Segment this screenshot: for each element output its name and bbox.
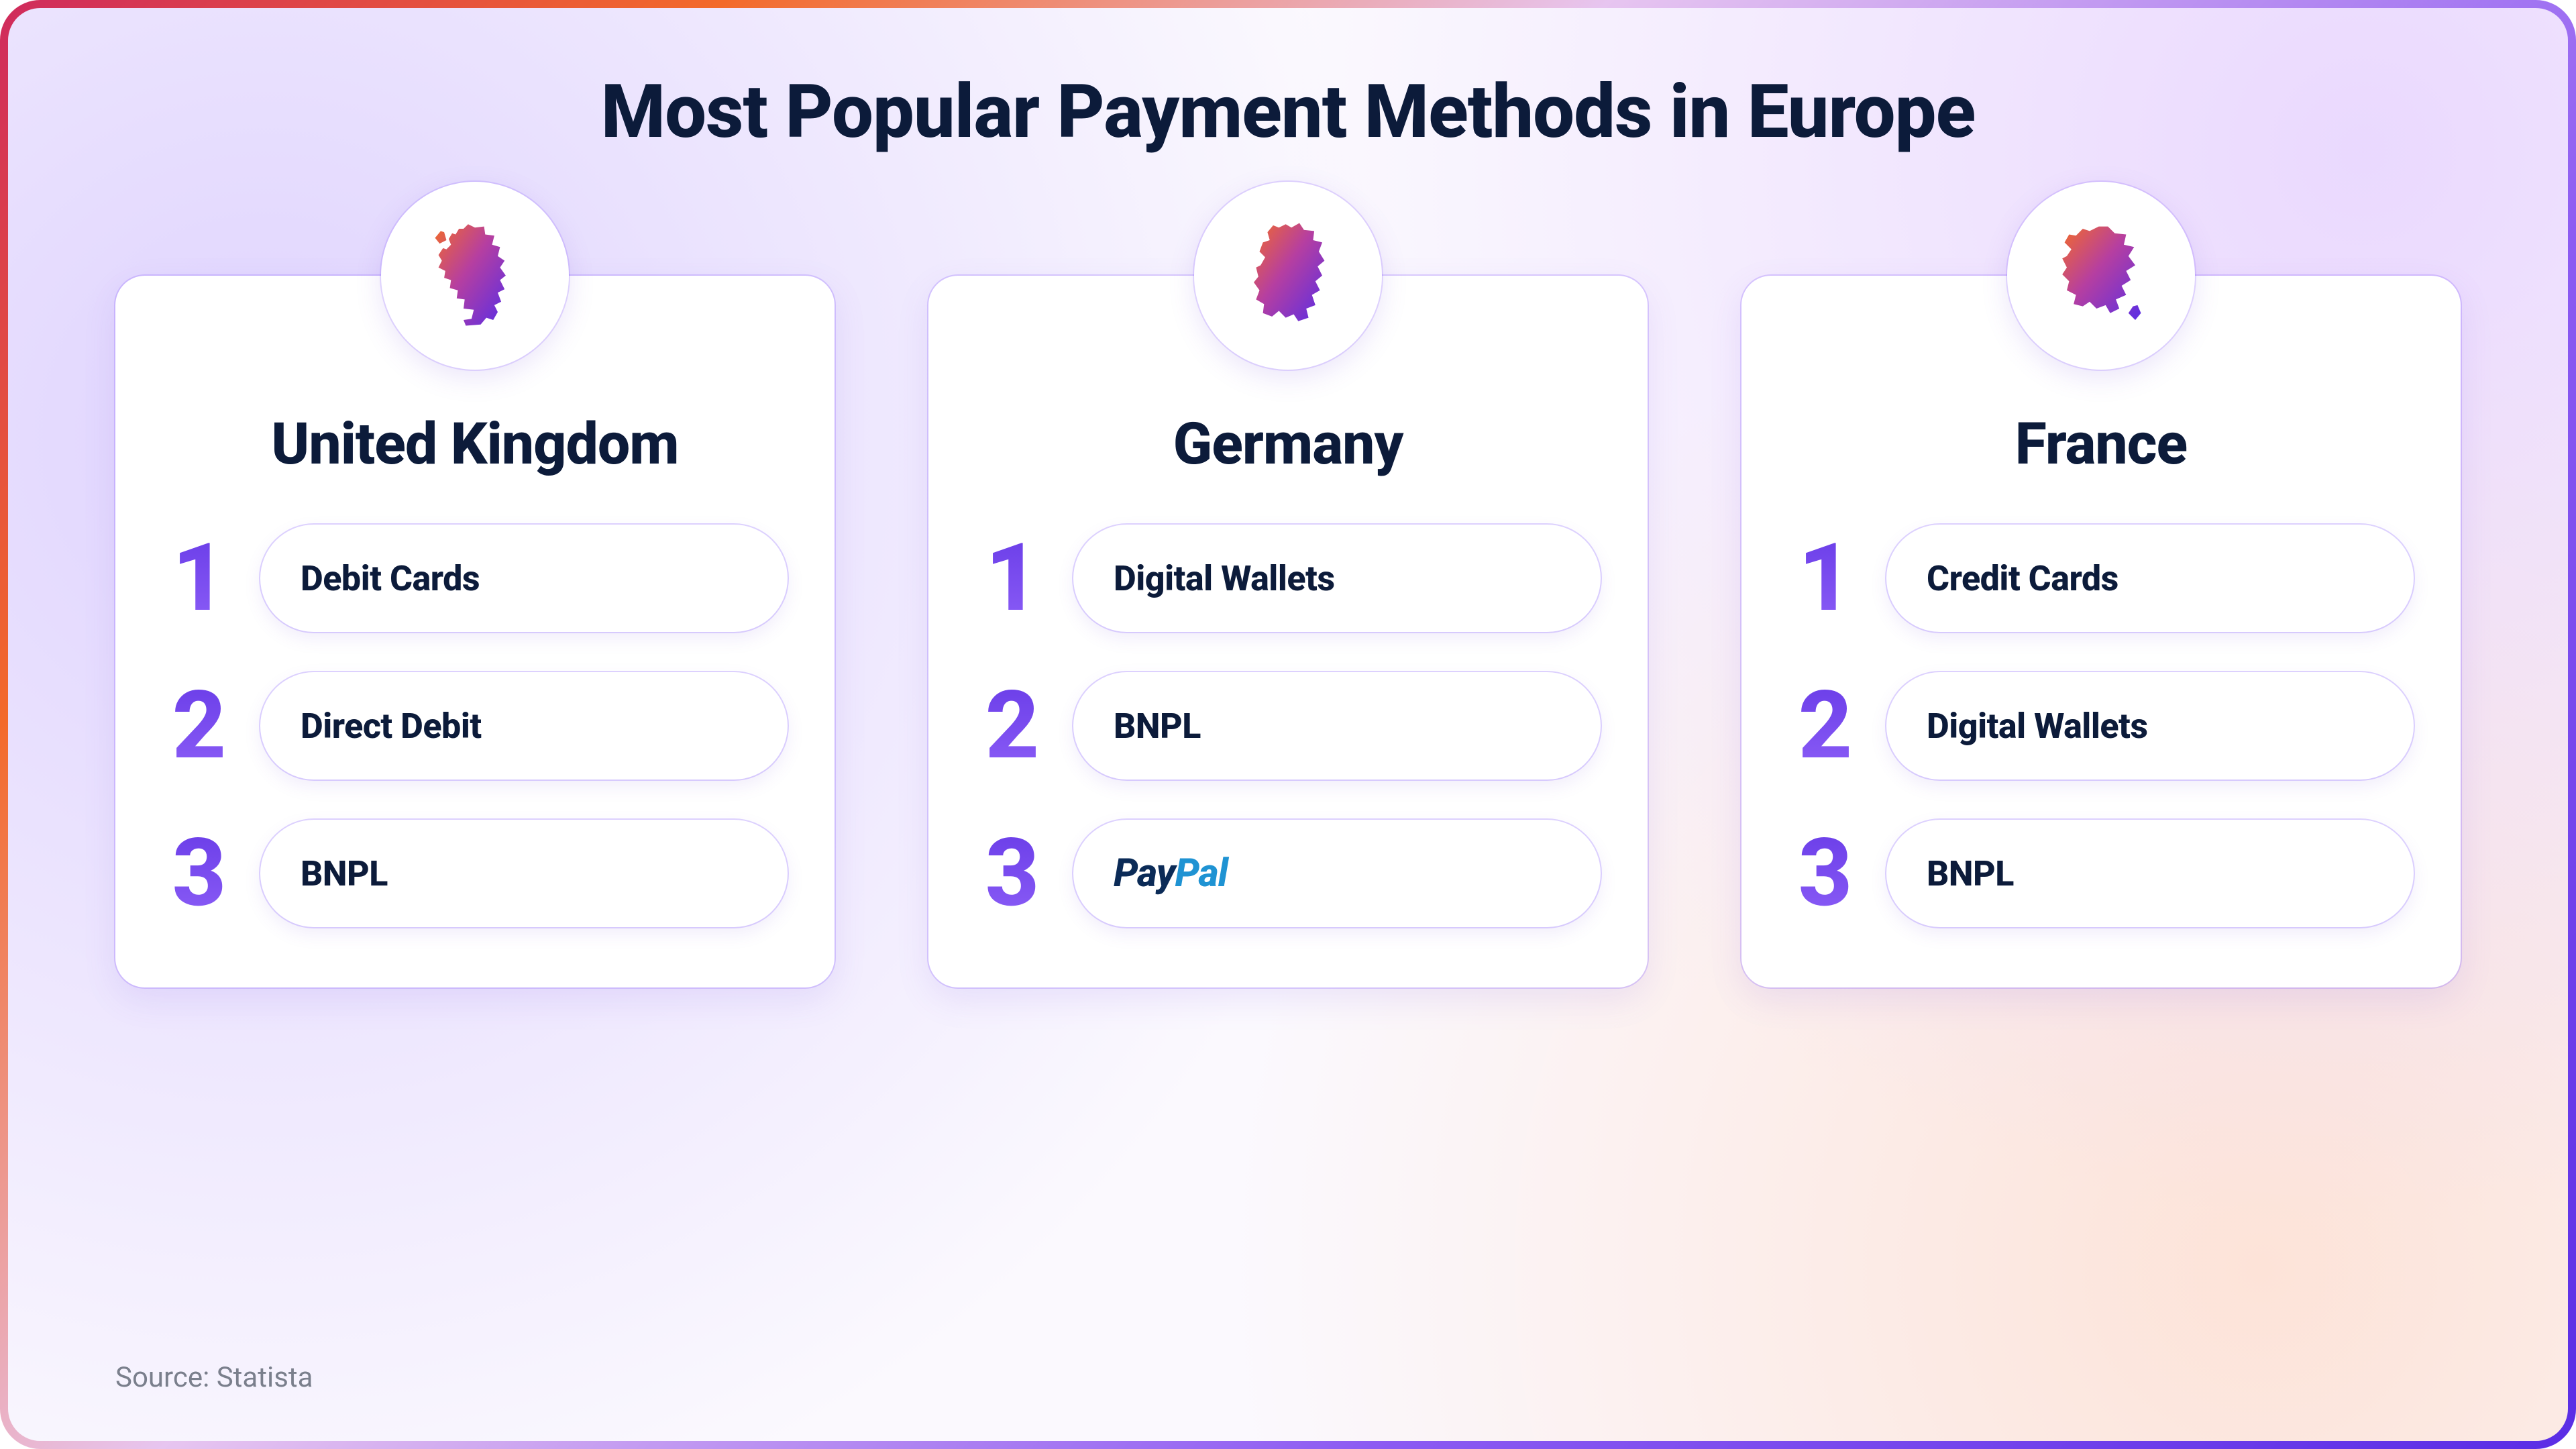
paypal-pay: Pay xyxy=(1114,851,1175,896)
rank-row: 2 Direct Debit xyxy=(162,672,788,780)
method-label: BNPL xyxy=(1114,706,1201,747)
flag-badge-uk xyxy=(381,182,569,370)
country-card-uk: United Kingdom 1 Debit Cards 2 Direct De… xyxy=(115,276,835,987)
rank-number: 1 xyxy=(1788,531,1862,625)
rank-row: 3 BNPL xyxy=(1788,820,2414,927)
rank-number: 1 xyxy=(162,531,236,625)
country-cards-row: United Kingdom 1 Debit Cards 2 Direct De… xyxy=(75,276,2501,987)
rank-row: 1 Credit Cards xyxy=(1788,525,2414,632)
rank-number: 3 xyxy=(162,826,236,920)
paypal-pal: Pal xyxy=(1175,851,1227,896)
rank-number: 2 xyxy=(1788,679,1862,773)
country-name-uk: United Kingdom xyxy=(162,410,788,478)
method-pill: Credit Cards xyxy=(1886,525,2414,632)
rank-number: 3 xyxy=(975,826,1049,920)
france-map-icon xyxy=(2044,217,2158,334)
method-label: BNPL xyxy=(1927,853,2014,894)
rank-row: 1 Debit Cards xyxy=(162,525,788,632)
flag-badge-de xyxy=(1194,182,1382,370)
inner-panel: Most Popular Payment Methods in Europe xyxy=(8,8,2568,1441)
rank-number: 2 xyxy=(975,679,1049,773)
rank-number: 2 xyxy=(162,679,236,773)
page-title: Most Popular Payment Methods in Europe xyxy=(75,68,2501,155)
rank-row: 1 Digital Wallets xyxy=(975,525,1601,632)
rank-row: 3 PayPal xyxy=(975,820,1601,927)
outer-gradient-frame: Most Popular Payment Methods in Europe xyxy=(0,0,2576,1449)
method-label: BNPL xyxy=(301,853,388,894)
rank-number: 3 xyxy=(1788,826,1862,920)
uk-map-icon xyxy=(418,217,532,334)
rank-row: 3 BNPL xyxy=(162,820,788,927)
rank-list-fr: 1 Credit Cards 2 Digital Wallets 3 xyxy=(1788,525,2414,927)
flag-badge-fr xyxy=(2007,182,2195,370)
country-name-de: Germany xyxy=(975,410,1601,478)
country-card-de: Germany 1 Digital Wallets 2 BNPL xyxy=(928,276,1648,987)
rank-list-de: 1 Digital Wallets 2 BNPL 3 xyxy=(975,525,1601,927)
method-label: Debit Cards xyxy=(301,558,480,599)
method-pill: Debit Cards xyxy=(260,525,788,632)
method-label: Credit Cards xyxy=(1927,558,2118,599)
rank-number: 1 xyxy=(975,531,1049,625)
country-name-fr: France xyxy=(1788,410,2414,478)
method-pill: BNPL xyxy=(1073,672,1601,780)
method-pill: Direct Debit xyxy=(260,672,788,780)
country-card-fr: France 1 Credit Cards 2 Digital Wallets xyxy=(1741,276,2461,987)
method-label: Direct Debit xyxy=(301,706,482,747)
method-pill: Digital Wallets xyxy=(1886,672,2414,780)
method-label: Digital Wallets xyxy=(1927,706,2148,747)
method-pill: BNPL xyxy=(260,820,788,927)
method-pill: PayPal xyxy=(1073,820,1601,927)
method-label: Digital Wallets xyxy=(1114,558,1335,599)
method-pill: BNPL xyxy=(1886,820,2414,927)
paypal-logo: PayPal xyxy=(1114,851,1228,896)
method-pill: Digital Wallets xyxy=(1073,525,1601,632)
source-attribution: Source: Statista xyxy=(115,1361,313,1394)
rank-list-uk: 1 Debit Cards 2 Direct Debit 3 xyxy=(162,525,788,927)
rank-row: 2 BNPL xyxy=(975,672,1601,780)
rank-row: 2 Digital Wallets xyxy=(1788,672,2414,780)
germany-map-icon xyxy=(1231,217,1345,334)
